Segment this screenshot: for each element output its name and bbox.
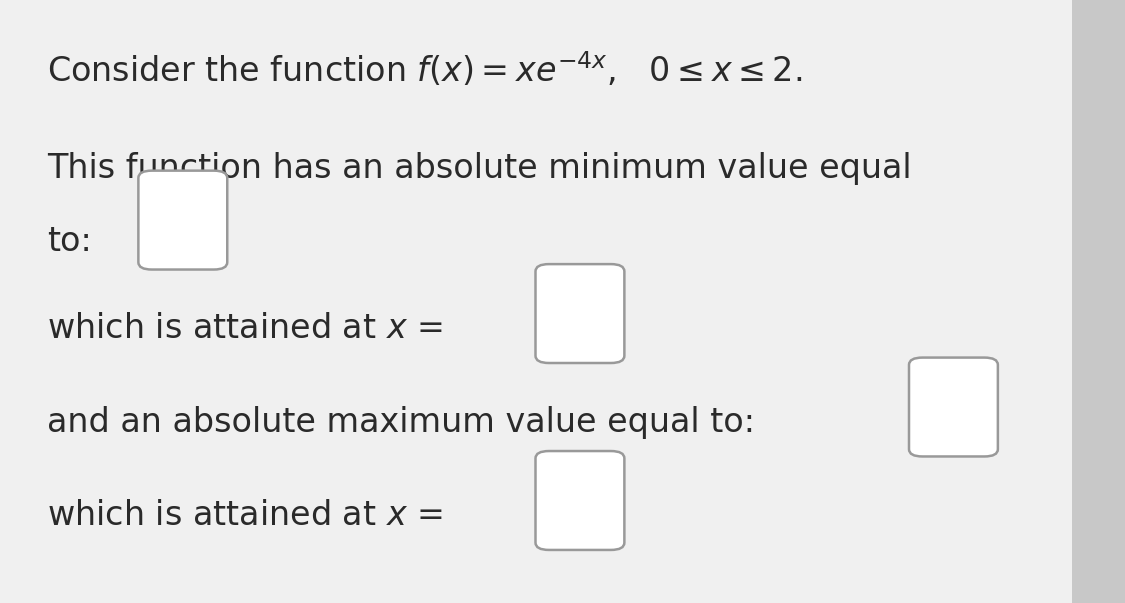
Text: This function has an absolute minimum value equal: This function has an absolute minimum va… [47, 153, 912, 185]
FancyBboxPatch shape [909, 358, 998, 456]
Text: which is attained at $x$ =: which is attained at $x$ = [47, 312, 443, 345]
FancyBboxPatch shape [536, 451, 624, 550]
Text: which is attained at $x$ =: which is attained at $x$ = [47, 499, 443, 532]
Text: and an absolute maximum value equal to:: and an absolute maximum value equal to: [47, 406, 755, 438]
FancyBboxPatch shape [536, 264, 624, 363]
Text: Consider the function $f(x) = xe^{-4x}$,   $0 \leq x \leq 2.$: Consider the function $f(x) = xe^{-4x}$,… [47, 50, 802, 89]
FancyBboxPatch shape [138, 171, 227, 270]
Text: to:: to: [47, 225, 92, 257]
FancyBboxPatch shape [1072, 0, 1125, 603]
